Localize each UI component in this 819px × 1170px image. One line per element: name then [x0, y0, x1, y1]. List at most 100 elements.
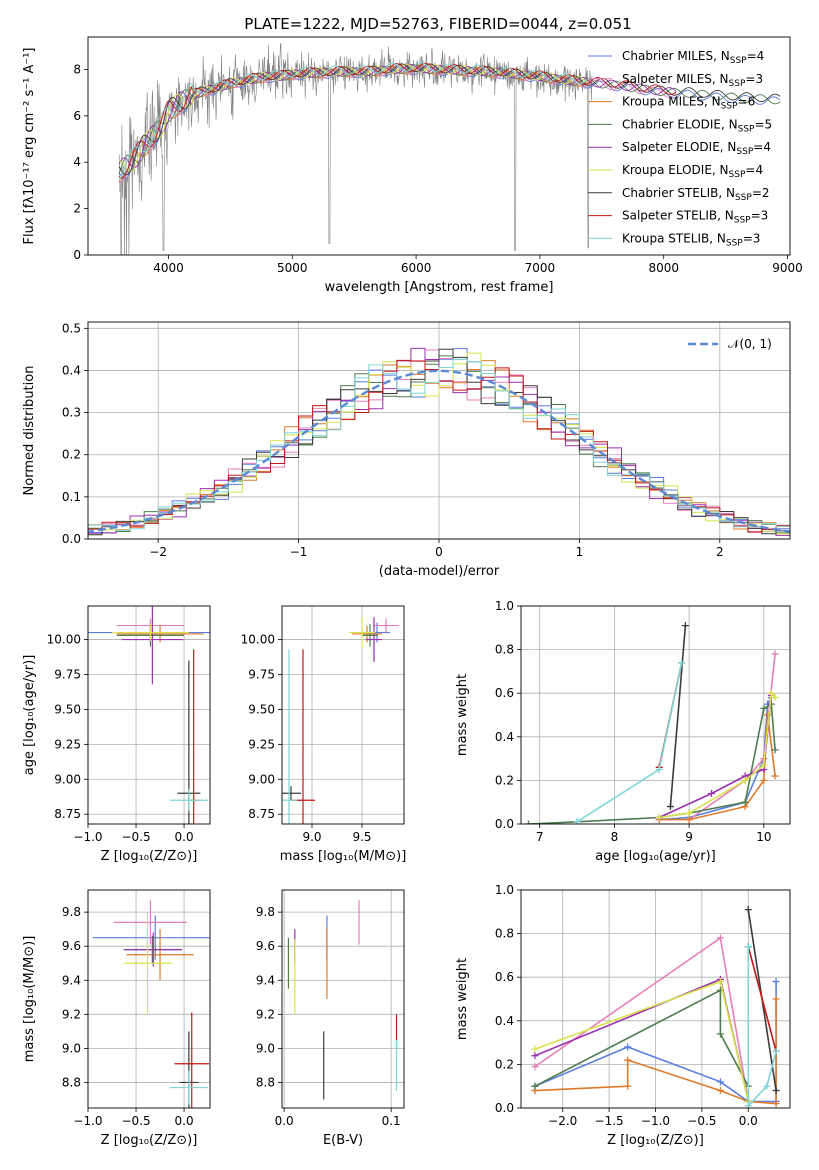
marker-salpeter-elodie [708, 789, 716, 797]
x-tick-label-8: 8 [611, 830, 619, 844]
y-tick-label-0-2: 0.2 [495, 1057, 514, 1071]
x-tick-label--2-0: −2.0 [548, 1114, 577, 1128]
panel-mass-vs-ebv: 0.0 0.1 8.8 9.0 9.2 9.4 9.6 9.8 E(B-V) [256, 889, 405, 1148]
marker-kroupa-elodie [741, 776, 749, 784]
x-tick-label-6000: 6000 [401, 261, 432, 275]
y-tick-label-6: 6 [73, 109, 81, 123]
x-axis-label: Z [log₁₀(Z/Z⊙)] [101, 1133, 198, 1148]
legend-entry-kroupa-miles: Kroupa MILES, NSSP=6 [622, 95, 755, 112]
marker-kroupa-elodie [760, 761, 768, 769]
x-tick-label--1-0: −1.0 [641, 1114, 670, 1128]
mass-vs-Z-plot-area [92, 900, 210, 1108]
marker-kroupa-elodie [685, 809, 693, 817]
panel-age-vs-mass: 9.0 9.5 8.75 9.00 9.25 9.50 9.75 10.00 mass [log… [241, 605, 406, 864]
line-kroupa-stelib [747, 946, 777, 1108]
y-tick-label-0-2: 0.2 [495, 773, 514, 787]
y-tick-label-9-75: 9.75 [54, 667, 81, 681]
x-tick-label-0-1: 0.1 [382, 1114, 401, 1128]
spectrum-legend: Chabrier MILES, NSSP=4 Salpeter MILES, NS… [588, 49, 772, 248]
y-tick-label-9-8: 9.8 [62, 905, 81, 919]
y-tick-label-1-0: 1.0 [495, 883, 514, 897]
x-tick-label-0-0: 0.0 [275, 1114, 294, 1128]
y-tick-label-0-2: 0.2 [62, 448, 81, 462]
marker-kroupa-stelib [744, 943, 752, 951]
y-tick-label-9-75: 9.75 [248, 667, 275, 681]
y-tick-label-9-0: 9.0 [62, 1041, 81, 1055]
legend-entry-normal: 𝒩(0, 1) [728, 337, 772, 351]
marker-chabrier-elodie [524, 820, 532, 824]
x-tick-label-0-0: 0.0 [739, 1114, 758, 1128]
x-tick-label-4000: 4000 [153, 261, 184, 275]
model-line-chabrier-stelib [118, 63, 781, 176]
model-line-kroupa-stelib [118, 62, 589, 181]
x-axis-label: age [log₁₀(age/yr)] [595, 849, 716, 864]
normal-curve [88, 369, 790, 533]
y-tick-label-0-4: 0.4 [495, 1014, 514, 1028]
y-tick-label-10-00: 10.00 [241, 633, 275, 647]
x-tick-label-0-0: 0.0 [175, 1114, 194, 1128]
y-tick-label-9-0: 9.0 [256, 1041, 275, 1055]
y-tick-label-0-5: 0.5 [62, 321, 81, 335]
x-tick-label--0-5: −0.5 [687, 1114, 716, 1128]
legend-entry-chabrier-stelib: Chabrier STELIB, NSSP=2 [622, 186, 770, 203]
y-tick-label-0-0: 0.0 [62, 532, 81, 546]
y-tick-label-8-75: 8.75 [54, 807, 81, 821]
y-tick-label-10-00: 10.00 [47, 633, 81, 647]
marker-kroupa-elodie [767, 689, 775, 697]
panel-age-vs-Z: −1.0 −0.5 0.0 8.75 9.00 9.25 9.50 9.75 10.00 Z [l… [22, 605, 211, 864]
marker-chabrier-elodie [716, 1030, 724, 1038]
y-tick-label-9-00: 9.00 [54, 772, 81, 786]
marker-salpeter-miles [771, 650, 779, 658]
model-line-kroupa-elodie [118, 63, 589, 173]
x-tick-label-10: 10 [756, 830, 771, 844]
marker-kroupa-stelib [678, 659, 686, 667]
legend-entry-salpeter-elodie: Salpeter ELODIE, NSSP=4 [622, 140, 771, 157]
x-tick-label--0-5: −0.5 [121, 830, 150, 844]
marker-chabrier-stelib [772, 1087, 780, 1095]
y-tick-label-9-6: 9.6 [256, 939, 275, 953]
marker-kroupa-miles [624, 1056, 632, 1064]
x-tick-label-9-0: 9.0 [302, 830, 321, 844]
y-tick-label-9-4: 9.4 [62, 973, 81, 987]
y-axis-label: mass weight [455, 958, 470, 1040]
y-tick-label-0: 0 [73, 248, 81, 262]
legend-entry-kroupa-stelib: Kroupa STELIB, NSSP=3 [622, 231, 760, 248]
y-tick-label-8: 8 [73, 62, 81, 76]
marker-kroupa-stelib [573, 818, 581, 824]
x-tick-label--2: −2 [149, 545, 167, 559]
legend-entry-chabrier-elodie: Chabrier ELODIE, NSSP=5 [622, 117, 772, 134]
marker-chabrier-miles [624, 1043, 632, 1051]
marker-kroupa-stelib [655, 766, 663, 773]
axes-frame [520, 605, 791, 825]
y-tick-label-0-0: 0.0 [495, 817, 514, 831]
y-tick-label-9-50: 9.50 [248, 702, 275, 716]
y-axis-label: mass [log₁₀(M/M⊙)] [22, 936, 37, 1063]
marker-salpeter-elodie [531, 1052, 539, 1060]
x-tick-label-5000: 5000 [277, 261, 308, 275]
age-vs-Z-plot-area [88, 606, 210, 824]
y-axis-label: age [log₁₀(age/yr)] [22, 655, 37, 776]
y-tick-label-0-1: 0.1 [62, 490, 81, 504]
marker-chabrier-stelib [681, 622, 689, 630]
y-axis-label: Normed distribution [22, 366, 37, 496]
marker-kroupa-stelib [772, 1047, 780, 1055]
legend-entry-salpeter-miles: Salpeter MILES, NSSP=3 [622, 72, 763, 89]
x-tick-label-0: 0 [435, 545, 443, 559]
y-tick-label-0-3: 0.3 [62, 406, 81, 420]
x-axis-label: wavelength [Angstrom, rest frame] [325, 280, 554, 295]
axes-frame [281, 605, 405, 825]
y-tick-label-0-8: 0.8 [495, 643, 514, 657]
x-tick-label-9000: 9000 [772, 261, 803, 275]
y-tick-label-9-00: 9.00 [248, 772, 275, 786]
model-line-chabrier-elodie [118, 64, 781, 175]
y-tick-label-9-50: 9.50 [54, 702, 81, 716]
x-tick-label--1-5: −1.5 [595, 1114, 624, 1128]
marker-salpeter-miles [531, 1063, 539, 1071]
marker-kroupa-stelib [763, 1082, 771, 1090]
x-axis-label: E(B-V) [323, 1133, 363, 1148]
marker-kroupa-elodie [716, 978, 724, 986]
massweight-vs-Z-plot-area [531, 906, 780, 1108]
y-tick-label-4: 4 [73, 155, 81, 169]
